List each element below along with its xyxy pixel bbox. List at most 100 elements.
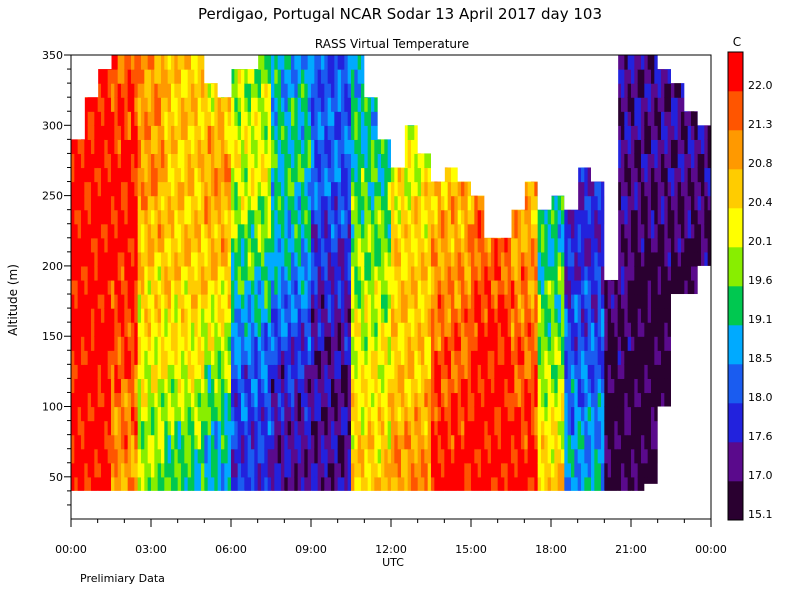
heatmap-cell	[454, 209, 459, 225]
heatmap-cell	[601, 392, 605, 408]
heatmap-cell	[194, 139, 199, 155]
heatmap-cell	[474, 378, 479, 394]
heatmap-cell	[271, 209, 275, 225]
heatmap-cell	[354, 322, 359, 337]
heatmap-cell	[127, 223, 132, 239]
heatmap-cell	[141, 448, 145, 464]
heatmap-cell	[257, 97, 262, 112]
heatmap-cell	[364, 195, 369, 211]
heatmap-cell	[154, 406, 159, 422]
heatmap-cell	[501, 336, 505, 351]
heatmap-cell	[221, 378, 225, 394]
heatmap-cell	[397, 434, 402, 450]
heatmap-cell	[187, 336, 192, 351]
heatmap-cell	[211, 153, 215, 169]
heatmap-cell	[291, 195, 295, 211]
heatmap-cell	[541, 223, 545, 239]
heatmap-cell	[434, 476, 439, 492]
heatmap-cell	[237, 308, 242, 323]
heatmap-cell	[524, 420, 529, 436]
heatmap-cell	[487, 350, 492, 365]
heatmap-cell	[391, 265, 395, 281]
heatmap-cell	[411, 251, 415, 267]
heatmap-cell	[161, 237, 165, 253]
heatmap-cell	[577, 462, 582, 478]
heatmap-cell	[87, 251, 92, 267]
heatmap-cell	[437, 279, 442, 295]
heatmap-cell	[321, 476, 325, 492]
heatmap-cell	[477, 476, 482, 492]
heatmap-cell	[467, 265, 472, 281]
heatmap-cell	[594, 434, 599, 450]
heatmap-cell	[97, 83, 102, 98]
heatmap-cell	[121, 223, 125, 239]
heatmap-cell	[284, 336, 289, 351]
heatmap-cell	[347, 462, 352, 478]
heatmap-cell	[444, 448, 449, 464]
heatmap-cell	[127, 69, 132, 84]
heatmap-cell	[554, 378, 559, 394]
heatmap-cell	[187, 434, 192, 450]
heatmap-cell	[124, 434, 129, 450]
heatmap-cell	[484, 308, 489, 323]
heatmap-cell	[131, 350, 135, 365]
heatmap-cell	[164, 69, 169, 84]
heatmap-cell	[307, 153, 312, 169]
heatmap-cell	[251, 364, 255, 379]
heatmap-cell	[417, 448, 422, 464]
heatmap-cell	[391, 350, 395, 365]
heatmap-cell	[247, 294, 252, 309]
heatmap-cell	[584, 476, 589, 492]
heatmap-cell	[224, 420, 229, 436]
heatmap-cell	[127, 195, 132, 211]
heatmap-cell	[414, 350, 419, 365]
heatmap-cell	[141, 279, 145, 295]
heatmap-cell	[287, 209, 292, 225]
heatmap-cell	[254, 350, 259, 365]
heatmap-cell	[317, 378, 322, 394]
heatmap-cell	[417, 209, 422, 225]
heatmap-cell	[124, 139, 129, 155]
heatmap-cell	[214, 167, 219, 183]
heatmap-cell	[497, 237, 502, 253]
heatmap-cell	[461, 448, 465, 464]
heatmap-cell	[344, 308, 349, 323]
heatmap-cell	[234, 83, 239, 98]
heatmap-cell	[541, 462, 545, 478]
heatmap-cell	[464, 308, 469, 323]
heatmap-cell	[137, 434, 142, 450]
heatmap-cell	[231, 378, 235, 394]
heatmap-cell	[437, 378, 442, 394]
heatmap-cell	[184, 139, 189, 155]
heatmap-cell	[451, 434, 455, 450]
heatmap-cell	[154, 97, 159, 112]
heatmap-cell	[287, 97, 292, 112]
heatmap-cell	[71, 462, 75, 478]
heatmap-cell	[347, 83, 352, 98]
heatmap-cell	[431, 336, 435, 351]
heatmap-cell	[517, 462, 522, 478]
heatmap-cell	[151, 406, 155, 422]
heatmap-cell	[234, 97, 239, 112]
heatmap-cell	[501, 476, 505, 492]
heatmap-cell	[484, 420, 489, 436]
heatmap-cell	[514, 392, 519, 408]
heatmap-cell	[464, 322, 469, 337]
heatmap-cell	[557, 294, 562, 309]
heatmap-cell	[544, 251, 549, 267]
heatmap-cell	[394, 223, 399, 239]
heatmap-cell	[404, 139, 409, 155]
heatmap-cell	[147, 294, 152, 309]
heatmap-cell	[137, 265, 142, 281]
heatmap-cell	[204, 364, 209, 379]
heatmap-cell	[524, 448, 529, 464]
heatmap-cell	[281, 308, 285, 323]
heatmap-cell	[341, 125, 345, 140]
heatmap-cell	[71, 434, 75, 450]
heatmap-cell	[554, 294, 559, 309]
heatmap-cell	[374, 209, 379, 225]
heatmap-cell	[514, 434, 519, 450]
heatmap-cell	[201, 55, 205, 70]
heatmap-cell	[351, 448, 355, 464]
heatmap-cell	[514, 350, 519, 365]
